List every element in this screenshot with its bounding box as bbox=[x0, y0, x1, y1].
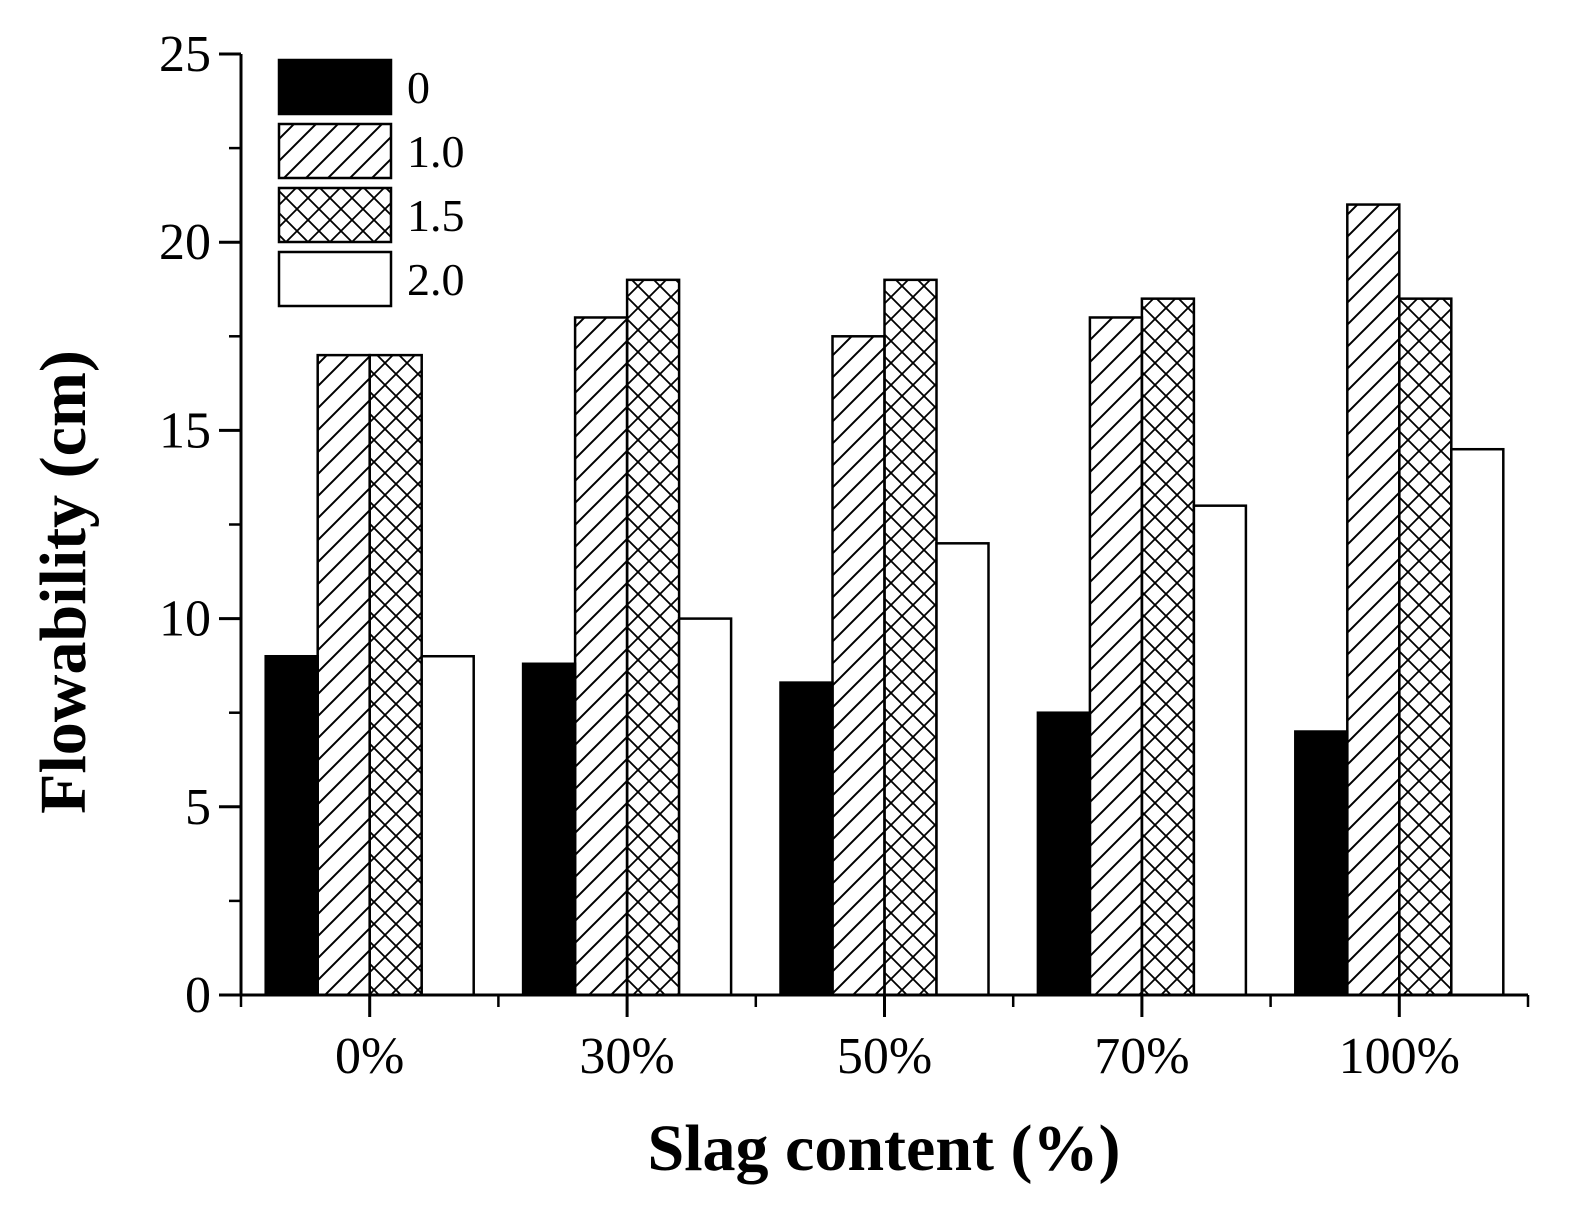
bar-2-0-30pct bbox=[677, 617, 733, 997]
bar-1-5-30pct bbox=[625, 278, 681, 997]
bar-0-50pct bbox=[779, 681, 834, 997]
bar-1-5-50pct bbox=[883, 278, 938, 997]
bar-1-5-0pct bbox=[368, 353, 423, 997]
bar-0-30pct bbox=[521, 662, 577, 997]
y-tick-label: 10 bbox=[159, 591, 211, 648]
legend-swatch-0 bbox=[277, 58, 393, 116]
bar-1-5-100pct bbox=[1398, 297, 1453, 997]
bar-1-0-0pct bbox=[316, 353, 371, 997]
x-tick-label: 70% bbox=[1094, 1028, 1189, 1085]
bar-2-0-70pct bbox=[1192, 504, 1248, 997]
legend-swatch-1-5 bbox=[277, 186, 393, 244]
axes-group: 0 5 10 15 20 25 0% 30% 50% 70% 100% bbox=[159, 26, 1530, 1085]
y-tick-label: 0 bbox=[185, 967, 211, 1024]
bar-1-0-70pct bbox=[1088, 316, 1144, 997]
bars-group bbox=[264, 203, 1505, 997]
x-tick-label: 0% bbox=[335, 1028, 404, 1085]
legend-label-1-0: 1.0 bbox=[407, 126, 465, 177]
legend-label-0: 0 bbox=[407, 62, 430, 113]
y-axis-title: Flowability (cm) bbox=[27, 350, 100, 814]
bar-1-0-30pct bbox=[573, 316, 629, 997]
bar-1-0-50pct bbox=[831, 335, 886, 997]
y-tick-label: 5 bbox=[185, 779, 211, 836]
bar-2-0-50pct bbox=[935, 542, 990, 997]
x-tick-label: 30% bbox=[579, 1028, 674, 1085]
y-tick-label: 15 bbox=[159, 402, 211, 459]
bar-1-0-100pct bbox=[1346, 203, 1401, 997]
bar-2-0-100pct bbox=[1450, 447, 1505, 997]
legend: 0 1.0 1.5 2.0 bbox=[277, 58, 465, 308]
legend-swatch-2-0 bbox=[277, 250, 393, 308]
x-tick-label: 50% bbox=[837, 1028, 932, 1085]
bar-1-5-70pct bbox=[1140, 297, 1196, 997]
legend-swatch-1-0 bbox=[277, 122, 393, 180]
bar-0-100pct bbox=[1294, 730, 1349, 997]
legend-label-2-0: 2.0 bbox=[407, 254, 465, 305]
bar-0-0pct bbox=[264, 654, 319, 997]
y-tick-label: 25 bbox=[159, 26, 211, 83]
bar-0-70pct bbox=[1036, 711, 1092, 997]
x-axis-title: Slag content (%) bbox=[648, 1112, 1121, 1185]
bar-2-0-0pct bbox=[420, 654, 475, 997]
x-tick-label: 100% bbox=[1339, 1028, 1460, 1085]
legend-label-1-5: 1.5 bbox=[407, 190, 465, 241]
y-tick-label: 20 bbox=[159, 214, 211, 271]
